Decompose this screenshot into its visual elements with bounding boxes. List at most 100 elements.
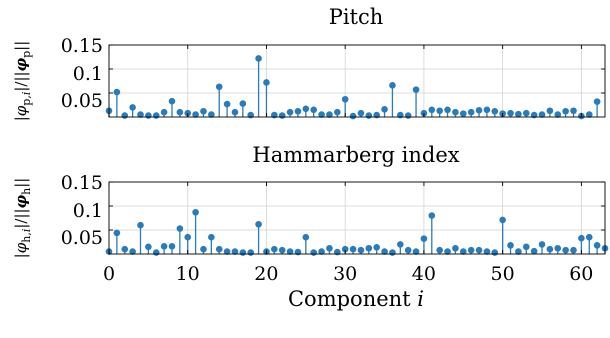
xtick-label: 20: [254, 263, 278, 285]
pitch-stem-marker: [436, 107, 443, 115]
pitch-ytick-labels: 0.05 0.1 0.15: [61, 35, 103, 112]
pitch-stem-marker: [113, 88, 121, 96]
pitch-ytick-label: 0.15: [61, 35, 103, 57]
hammarberg-stem-marker: [271, 245, 278, 253]
hammarberg-stem-marker: [278, 246, 286, 254]
hammarberg-stem-marker: [318, 248, 325, 255]
hammarberg-stem-marker: [404, 246, 412, 254]
pitch-stem-marker: [129, 104, 136, 111]
hammarberg-stem-marker: [475, 246, 483, 254]
pitch-stem-marker: [404, 112, 412, 119]
hammarberg-stem-marker: [310, 249, 317, 256]
x-axis-label: Component i: [288, 287, 424, 311]
hammarberg-stem-marker: [113, 229, 121, 237]
pitch-stem-marker: [459, 110, 467, 117]
hammarberg-ytick-label: 0.1: [73, 200, 103, 222]
pitch-stem-marker: [200, 107, 207, 115]
hammarberg-stem-marker: [326, 244, 333, 252]
pitch-stem-marker: [365, 112, 373, 119]
hammarberg-stem-marker: [357, 246, 365, 254]
pitch-stem-marker: [160, 108, 168, 116]
hammarberg-grid: [108, 181, 605, 254]
xtick-label: 0: [103, 263, 115, 285]
hammarberg-stem-marker: [570, 246, 577, 254]
hammarberg-stem-marker: [515, 248, 522, 255]
hammarberg-panel: Hammarberg index |φh,i|/||φh|| 0.05 0.1 …: [12, 143, 609, 311]
pitch-stem-marker: [444, 106, 451, 114]
hammarberg-ticks: [108, 181, 605, 254]
hammarberg-stem-marker: [160, 243, 168, 250]
hammarberg-stem-marker: [428, 212, 436, 219]
pitch-stem-marker: [310, 106, 317, 114]
pitch-stem-marker: [349, 112, 357, 120]
pitch-stem-marker: [357, 109, 365, 117]
pitch-stem-marker: [467, 108, 475, 116]
xtick-label: 30: [333, 263, 357, 285]
hammarberg-ytick-label: 0.15: [61, 172, 103, 194]
pitch-stem-marker: [522, 109, 530, 117]
pitch-stem-marker: [483, 106, 491, 114]
pitch-stem-marker: [255, 55, 262, 62]
hammarberg-xtick-labels: 0 10 20 30 40 50 60: [103, 263, 593, 285]
pitch-stem-marker: [192, 111, 199, 118]
hammarberg-stem-marker: [593, 242, 601, 249]
pitch-stem-marker: [302, 105, 310, 113]
pitch-grid: [108, 44, 605, 117]
hammarberg-stem-marker: [121, 245, 129, 253]
pitch-stem-marker: [152, 112, 160, 119]
pitch-stem-marker: [515, 110, 522, 118]
hammarberg-stem-marker: [184, 233, 192, 241]
pitch-stem-marker: [507, 109, 514, 117]
hammarberg-stem-marker: [231, 248, 239, 255]
hammarberg-stem-marker: [452, 244, 459, 252]
hammarberg-stem-marker: [215, 245, 223, 253]
pitch-stem-marker: [145, 112, 152, 119]
pitch-stem-marker: [562, 107, 569, 115]
hammarberg-stem-marker: [239, 249, 247, 256]
hammarberg-ytick-label: 0.05: [61, 227, 103, 249]
pitch-ylabel: |φp,i|/||φp||: [12, 41, 33, 122]
hammarberg-stem-marker: [530, 247, 538, 255]
pitch-stem-marker: [278, 112, 286, 119]
hammarberg-stem-marker: [578, 234, 585, 242]
hammarberg-stem-marker: [341, 245, 349, 253]
hammarberg-stem-marker: [373, 243, 380, 251]
pitch-stem-marker: [208, 111, 215, 118]
pitch-stem-marker: [538, 111, 546, 118]
pitch-stem-marker: [475, 106, 483, 114]
hammarberg-stem-marker: [129, 248, 136, 255]
pitch-stem-marker: [286, 108, 294, 116]
pitch-stem-marker: [570, 107, 577, 115]
hammarberg-stem-marker: [152, 249, 160, 256]
hammarberg-stem-marker: [223, 248, 231, 255]
pitch-stem-marker: [341, 95, 349, 103]
hammarberg-title: Hammarberg index: [252, 143, 459, 167]
xtick-label: 60: [569, 263, 593, 285]
pitch-stem-marker: [491, 107, 499, 115]
pitch-stem-marker: [381, 106, 388, 113]
pitch-ytick-label: 0.05: [61, 90, 103, 112]
hammarberg-stem-marker: [491, 249, 499, 256]
hammarberg-stem-marker: [208, 233, 215, 241]
pitch-ticks: [108, 44, 605, 117]
hammarberg-stem-marker: [436, 246, 443, 254]
pitch-ytick-label: 0.1: [73, 63, 103, 85]
hammarberg-stem-marker: [459, 248, 467, 255]
hammarberg-stem-marker: [522, 243, 530, 251]
hammarberg-stem-marker: [507, 242, 514, 249]
hammarberg-stem-marker: [255, 220, 262, 228]
hammarberg-stem-marker: [365, 244, 373, 252]
hammarberg-stem-marker: [499, 216, 506, 224]
pitch-stem-marker: [585, 111, 593, 118]
pitch-stem-marker: [176, 108, 184, 116]
hammarberg-stem-marker: [200, 245, 207, 253]
hammarberg-stem-marker: [145, 243, 152, 251]
pitch-stem-marker: [389, 82, 396, 89]
hammarberg-stem-marker: [538, 241, 546, 248]
hammarberg-stem-marker: [286, 248, 294, 255]
pitch-stem-marker: [326, 111, 333, 118]
hammarberg-stem-marker: [467, 246, 475, 254]
pitch-stem-marker: [263, 79, 270, 86]
hammarberg-stem-marker: [349, 245, 357, 253]
